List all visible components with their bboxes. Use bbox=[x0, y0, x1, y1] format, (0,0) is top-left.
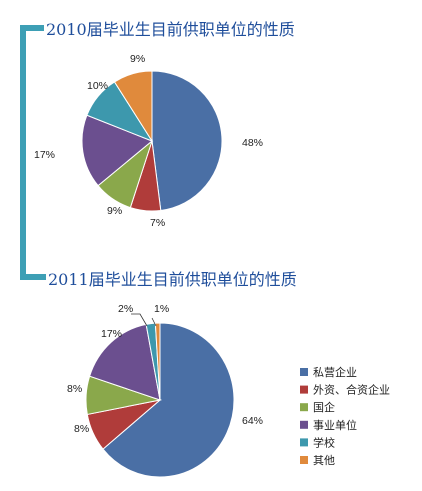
pie-slice-private-enterprise bbox=[151, 70, 223, 212]
leader-line-school bbox=[131, 313, 148, 327]
legend-label-other: 其他 bbox=[313, 454, 335, 467]
pie-label-public-institution: 17% bbox=[34, 149, 55, 161]
pie-slice-other bbox=[113, 70, 153, 143]
pie-label-private-enterprise: 48% bbox=[242, 137, 263, 149]
pie-slice-public-institution bbox=[81, 114, 153, 187]
legend-label-foreign-jv-enterprise: 外资、合资企业 bbox=[313, 383, 390, 397]
leader-line-other bbox=[151, 317, 157, 327]
pie-slice-public-institution bbox=[88, 323, 161, 401]
pie-label-school: 10% bbox=[87, 80, 108, 92]
chart-title-2011: 2011届毕业生目前供职单位的性质 bbox=[48, 270, 297, 289]
pie-slice-other bbox=[154, 322, 161, 401]
pie-label-private-enterprise: 64% bbox=[242, 415, 263, 427]
pie-slice-private-enterprise bbox=[102, 322, 235, 478]
legend-swatch-private-enterprise bbox=[300, 368, 308, 376]
pie-chart-2011: 64% 8% 8% 17% 2% 1% bbox=[67, 303, 263, 478]
legend-label-state-enterprise: 国企 bbox=[313, 400, 335, 414]
legend-label-school: 学校 bbox=[313, 435, 335, 449]
legend-label-public-institution: 事业单位 bbox=[313, 418, 357, 432]
pie-label-other: 9% bbox=[130, 53, 145, 65]
legend-swatch-state-enterprise bbox=[300, 403, 308, 412]
pie-label-state-enterprise: 9% bbox=[107, 205, 122, 217]
legend-label-private-enterprise: 私营企业 bbox=[313, 365, 357, 379]
pie-label-school: 2% bbox=[118, 303, 133, 315]
legend-swatch-foreign-jv-enterprise bbox=[300, 385, 308, 394]
bracket-bottom bbox=[20, 274, 46, 280]
pie-label-foreign-jv-enterprise: 7% bbox=[150, 217, 165, 229]
pie-label-public-institution: 17% bbox=[101, 328, 122, 340]
bracket-line bbox=[20, 25, 26, 280]
pie-label-state-enterprise: 8% bbox=[67, 383, 82, 395]
chart-title-2010: 2010届毕业生目前供职单位的性质 bbox=[46, 20, 295, 39]
legend-swatch-school bbox=[300, 438, 308, 447]
bracket-top bbox=[20, 25, 44, 31]
pie-label-other: 1% bbox=[154, 303, 169, 315]
legend-swatch-other bbox=[300, 456, 308, 464]
pie-chart-2010: 48% 7% 9% 17% 10% 9% bbox=[34, 53, 263, 229]
legend-swatch-public-institution bbox=[300, 420, 308, 429]
pie-label-foreign-jv-enterprise: 8% bbox=[74, 423, 89, 435]
